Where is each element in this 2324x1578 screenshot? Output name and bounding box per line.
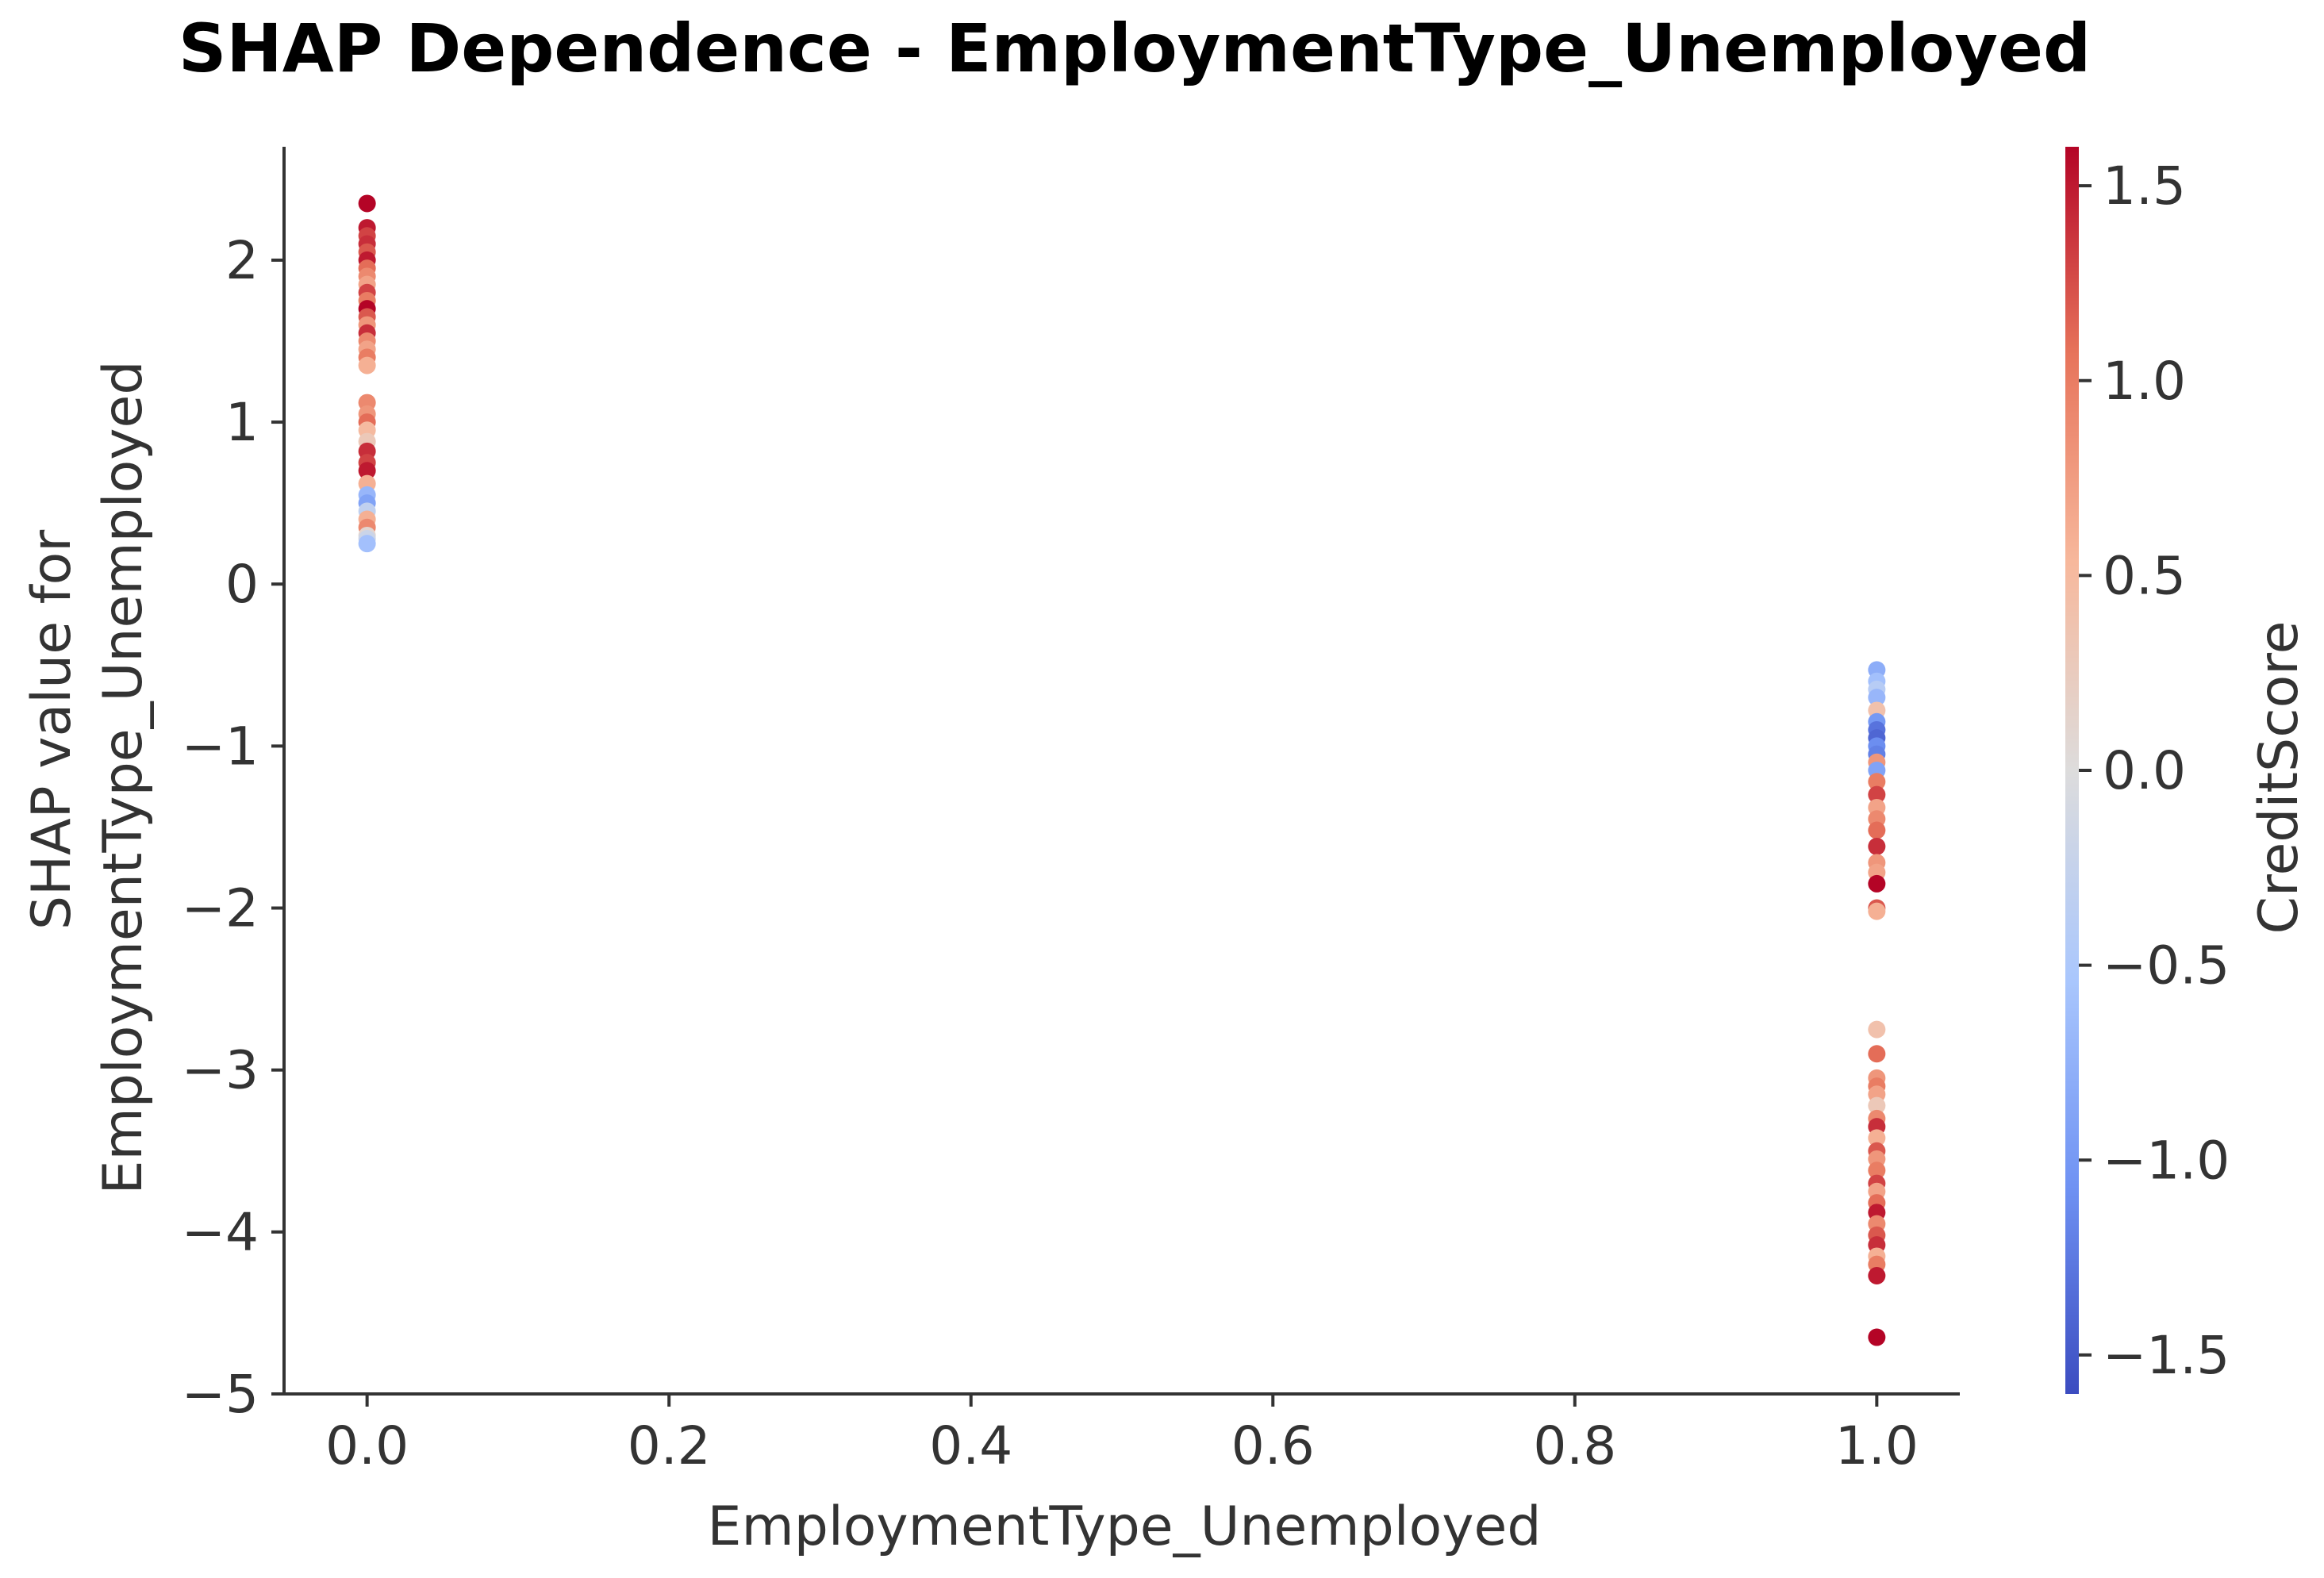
scatter-point xyxy=(1868,785,1886,804)
colorbar-label: CreditScore xyxy=(2248,621,2311,935)
y-tick-label: 2 xyxy=(225,230,259,291)
colorbar-tick-label: −1.5 xyxy=(2103,1325,2230,1386)
colorbar-tick-label: 0.0 xyxy=(2103,740,2186,801)
scatter-point xyxy=(1868,1266,1886,1284)
x-axis-ticks: 0.0 0.2 0.4 0.6 0.8 1.0 xyxy=(325,1394,1919,1476)
y-tick-label: −4 xyxy=(182,1202,259,1263)
scatter-point xyxy=(358,535,376,553)
y-tick-label: −1 xyxy=(182,716,259,777)
scatter-point xyxy=(1868,1045,1886,1063)
scatter-point xyxy=(1868,1161,1886,1180)
x-tick-label: 0.8 xyxy=(1533,1415,1616,1476)
colorbar-ticks: 1.5 1.0 0.5 0.0 −0.5 −1.0 −1.5 xyxy=(2079,155,2230,1386)
x-axis-label: EmploymentType_Unemployed xyxy=(708,1495,1542,1558)
scatter-point xyxy=(1868,1096,1886,1115)
x-tick-label: 0.2 xyxy=(628,1415,711,1476)
plot-axes xyxy=(282,147,1960,1396)
colorbar-tick-label: 1.0 xyxy=(2103,351,2186,412)
colorbar-tick-label: −0.5 xyxy=(2103,935,2230,996)
y-tick-label: −5 xyxy=(182,1364,259,1425)
scatter-point xyxy=(1868,773,1886,791)
x-tick-label: 0.0 xyxy=(325,1415,409,1476)
y-axis-ticks: 2 1 0 −1 −2 −3 −4 −5 xyxy=(182,230,284,1425)
scatter-point xyxy=(1868,689,1886,707)
colorbar-gradient xyxy=(2065,147,2079,1394)
scatter-point xyxy=(1868,1020,1886,1039)
colorbar-tick-label: 1.5 xyxy=(2103,155,2186,217)
chart-title: SHAP Dependence - EmploymentType_Unemplo… xyxy=(179,10,2091,87)
y-tick-label: 1 xyxy=(225,392,259,453)
scatter-point xyxy=(1868,1129,1886,1147)
colorbar: 1.5 1.0 0.5 0.0 −0.5 −1.0 −1.5 CreditScore xyxy=(2065,147,2311,1394)
scatter-point xyxy=(1868,902,1886,920)
scatter-point xyxy=(1868,874,1886,893)
scatter-points xyxy=(358,194,1886,1346)
scatter-point xyxy=(1868,1328,1886,1346)
scatter-point xyxy=(358,462,376,480)
scatter-point xyxy=(1868,821,1886,839)
x-tick-label: 0.6 xyxy=(1231,1415,1315,1476)
y-tick-label: 0 xyxy=(225,554,259,615)
y-axis-label: SHAP value for EmploymentType_Unemployed xyxy=(21,361,155,1195)
y-tick-label: −3 xyxy=(182,1040,259,1101)
y-axis-label-line-2: EmploymentType_Unemployed xyxy=(92,361,155,1195)
y-tick-label: −2 xyxy=(182,878,259,939)
colorbar-tick-label: 0.5 xyxy=(2103,545,2186,606)
scatter-point xyxy=(1868,837,1886,855)
colorbar-tick-label: −1.0 xyxy=(2103,1130,2230,1191)
scatter-point xyxy=(358,356,376,374)
x-tick-label: 1.0 xyxy=(1835,1415,1919,1476)
scatter-point xyxy=(358,194,376,213)
y-axis-label-line-1: SHAP value for xyxy=(21,530,83,930)
x-tick-label: 0.4 xyxy=(929,1415,1012,1476)
